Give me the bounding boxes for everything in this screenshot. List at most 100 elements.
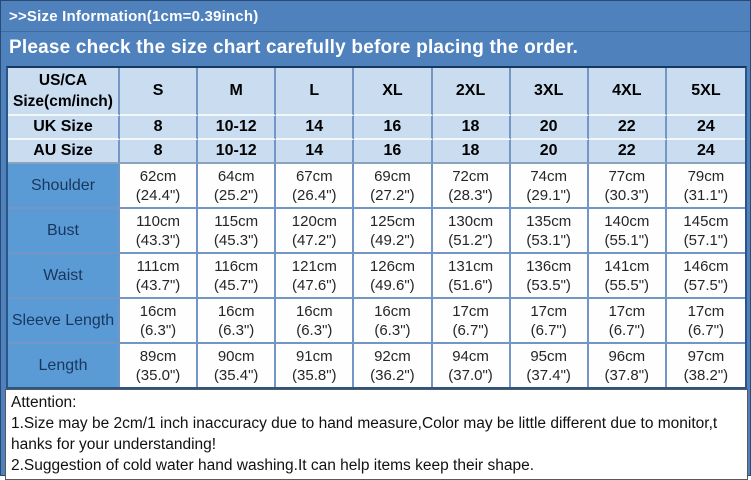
measurement-value-cell: 130cm (51.2")	[432, 209, 511, 254]
measurement-cm-value: 135cm	[526, 212, 572, 230]
measurement-inch-value: (29.1")	[526, 186, 571, 204]
measurement-value-cell: 17cm (6.7")	[432, 299, 511, 344]
measurement-value-cell: 110cm (43.3")	[120, 209, 199, 254]
attention-box: Attention: 1.Size may be 2cm/1 inch inac…	[5, 389, 748, 480]
measurement-value-cell: 79cm (31.1")	[666, 164, 745, 209]
measurement-inch-value: (55.5")	[604, 276, 650, 294]
measurement-cm-value: 96cm	[608, 347, 646, 365]
measurement-value-cell: 126cm (49.6")	[354, 254, 433, 299]
measurement-cm-value: 69cm	[374, 167, 411, 185]
size-chart-table: US/CA Size(cm/inch) S M L XL 2XL 3XL 4XL 5XL UK…	[6, 66, 747, 389]
conversion-value-cell: 8	[120, 140, 199, 164]
measurement-value-cell: 91cm (35.8")	[276, 344, 355, 387]
measurement-cm-value: 91cm	[295, 347, 333, 365]
shoulder-row-label: Shoulder	[8, 164, 120, 209]
measurement-cm-value: 146cm	[683, 257, 729, 275]
measurement-inch-value: (49.2")	[370, 231, 415, 249]
measurement-cm-value: 79cm	[687, 167, 725, 185]
measurement-value-cell: 141cm (55.5")	[588, 254, 667, 299]
conversion-value-cell: 18	[432, 140, 511, 164]
measurement-inch-value: (6.7")	[530, 321, 567, 339]
measurement-inch-value: (35.4")	[213, 366, 259, 384]
measurement-cm-value: 120cm	[291, 212, 337, 230]
conversion-value-cell: 22	[588, 140, 667, 164]
sleeve-length-row-label: Sleeve Length	[8, 299, 120, 344]
measurement-inch-value: (47.6")	[292, 276, 337, 294]
measurement-cm-value: 72cm	[452, 167, 489, 185]
measurement-inch-value: (24.4")	[135, 186, 181, 204]
conversion-value-cell: 14	[276, 140, 355, 164]
measurement-value-cell: 96cm (37.8")	[588, 344, 667, 387]
size-column-header-s: S	[120, 68, 199, 116]
size-column-header-5xl: 5XL	[666, 68, 745, 116]
measurement-value-cell: 74cm (29.1")	[510, 164, 589, 209]
measurement-inch-value: (25.2")	[213, 186, 259, 204]
conversion-value-cell: 20	[510, 116, 589, 140]
conversion-value-cell: 10-12	[198, 140, 277, 164]
measurement-cm-value: 110cm	[136, 212, 181, 230]
measurement-inch-value: (26.4")	[292, 186, 337, 204]
measurement-value-cell: 140cm (55.1")	[588, 209, 667, 254]
conversion-value-cell: 24	[666, 116, 745, 140]
measurement-value-cell: 17cm (6.7")	[666, 299, 745, 344]
measurement-inch-value: (37.0")	[448, 366, 493, 384]
measurement-value-cell: 16cm (6.3")	[354, 299, 433, 344]
measurement-cm-value: 62cm	[139, 167, 177, 185]
corner-header-line1: US/CA	[38, 72, 88, 89]
measurement-value-cell: 135cm (53.1")	[510, 209, 589, 254]
measurement-value-cell: 116cm (45.7")	[198, 254, 277, 299]
waist-row: Waist 111cm (43.7") 116cm (45.7") 121cm (47.6"…	[8, 254, 745, 299]
measurement-cm-value: 92cm	[374, 347, 411, 365]
measurement-inch-value: (43.7")	[135, 276, 181, 294]
measurement-inch-value: (6.3")	[139, 321, 177, 339]
measurement-value-cell: 90cm (35.4")	[198, 344, 277, 387]
measurement-cm-value: 115cm	[214, 212, 259, 230]
length-row: Length 89cm (35.0") 90cm (35.4") 91cm (35.8") 9…	[8, 344, 745, 387]
size-column-header-xl: XL	[354, 68, 433, 116]
conversion-value-cell: 24	[666, 140, 745, 164]
conversion-value-cell: 8	[120, 116, 199, 140]
measurement-cm-value: 95cm	[530, 347, 568, 365]
measurement-value-cell: 72cm (28.3")	[432, 164, 511, 209]
measurement-inch-value: (35.8")	[292, 366, 337, 384]
measurement-cm-value: 16cm	[217, 302, 255, 320]
measurement-inch-value: (51.6")	[448, 276, 493, 294]
measurement-value-cell: 69cm (27.2")	[354, 164, 433, 209]
au-size-row-label: AU Size	[8, 140, 120, 164]
size-column-header-2xl: 2XL	[432, 68, 511, 116]
measurement-cm-value: 141cm	[604, 257, 650, 275]
conversion-value-cell: 20	[510, 140, 589, 164]
size-column-header-l: L	[276, 68, 355, 116]
size-column-header-m: M	[198, 68, 277, 116]
measurement-value-cell: 17cm (6.7")	[510, 299, 589, 344]
measurement-inch-value: (57.5")	[683, 276, 729, 294]
measurement-inch-value: (6.3")	[374, 321, 411, 339]
measurement-inch-value: (43.3")	[135, 231, 181, 249]
measurement-inch-value: (53.5")	[526, 276, 571, 294]
measurement-cm-value: 116cm	[214, 257, 259, 275]
measurement-value-cell: 67cm (26.4")	[276, 164, 355, 209]
measurement-inch-value: (38.2")	[683, 366, 729, 384]
measurement-inch-value: (49.6")	[370, 276, 415, 294]
measurement-cm-value: 125cm	[369, 212, 415, 230]
measurement-cm-value: 97cm	[687, 347, 725, 365]
measurement-cm-value: 17cm	[687, 302, 725, 320]
measurement-cm-value: 90cm	[217, 347, 255, 365]
measurement-value-cell: 64cm (25.2")	[198, 164, 277, 209]
measurement-inch-value: (51.2")	[448, 231, 493, 249]
measurement-cm-value: 126cm	[369, 257, 415, 275]
bust-row: Bust 110cm (43.3") 115cm (45.3") 120cm (47.2")…	[8, 209, 745, 254]
attention-note-line: 1.Size may be 2cm/1 inch inaccuracy due …	[11, 415, 718, 432]
measurement-cm-value: 16cm	[374, 302, 411, 320]
attention-heading: Attention:	[11, 394, 77, 411]
measurement-cm-value: 16cm	[295, 302, 333, 320]
measurement-cm-value: 67cm	[295, 167, 333, 185]
measurement-value-cell: 145cm (57.1")	[666, 209, 745, 254]
size-info-title: >>Size Information(1cm=0.39inch)	[1, 1, 750, 32]
measurement-inch-value: (6.7")	[687, 321, 725, 339]
measurement-inch-value: (6.7")	[452, 321, 489, 339]
measurement-inch-value: (6.3")	[218, 321, 255, 339]
measurement-inch-value: (27.2")	[370, 186, 415, 204]
measurement-inch-value: (47.2")	[292, 231, 337, 249]
conversion-value-cell: 14	[276, 116, 355, 140]
